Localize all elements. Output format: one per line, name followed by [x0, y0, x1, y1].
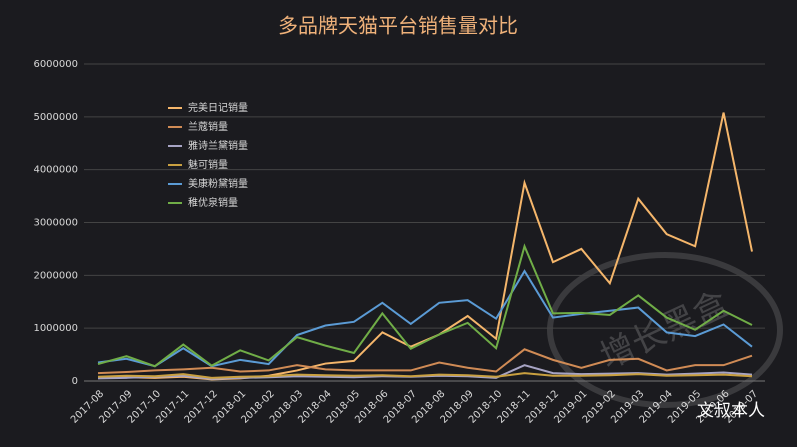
- y-tick-label: 6000000: [33, 59, 78, 70]
- series-line: [97, 372, 753, 379]
- y-tick-label: 5000000: [33, 112, 78, 123]
- y-tick-label: 3000000: [33, 218, 78, 229]
- y-tick-label: 0: [72, 376, 78, 387]
- y-tick-label: 2000000: [33, 270, 78, 281]
- series-line: [97, 243, 753, 368]
- y-tick-label: 1000000: [33, 323, 78, 334]
- legend-label: 完美日记销量: [188, 101, 248, 114]
- legend-label: 魅可销量: [188, 158, 228, 171]
- stamp-ring: [547, 252, 783, 408]
- watermark: 文叔本人: [697, 401, 765, 421]
- legend-label: 兰蔻销量: [188, 120, 228, 133]
- chart-title: 多品牌天猫平台销售量对比: [278, 14, 518, 38]
- legend-label: 雅诗兰黛销量: [188, 139, 248, 152]
- legend-label: 美康粉黛销量: [188, 177, 248, 190]
- legend-label: 稚优泉销量: [188, 196, 238, 209]
- series-line: [97, 348, 753, 375]
- y-tick-label: 4000000: [33, 165, 78, 176]
